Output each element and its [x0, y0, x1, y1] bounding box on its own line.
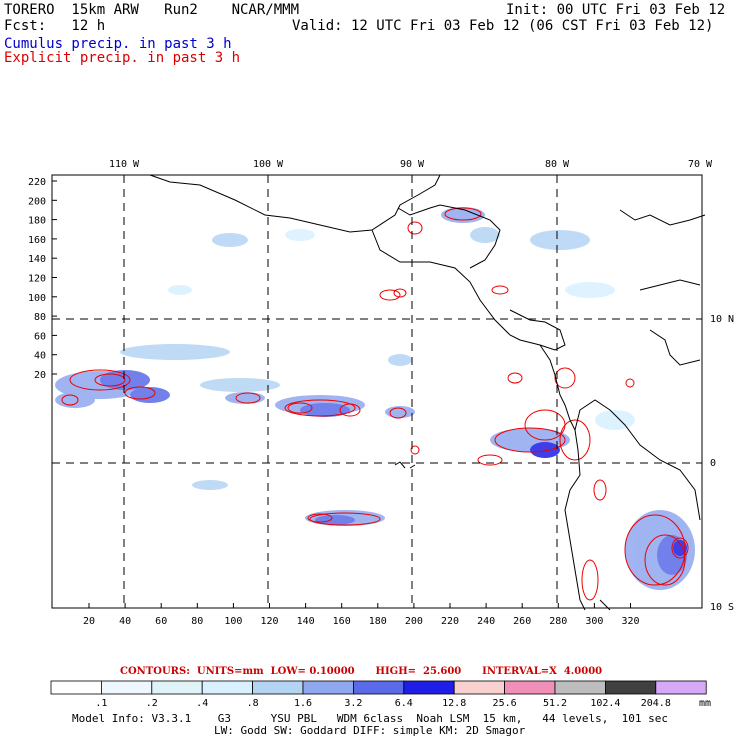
- model-info: Model Info: V3.3.1 G3 YSU PBL WDM 6class…: [72, 712, 669, 725]
- left-grid-label: 180: [28, 216, 46, 227]
- top-lon-label: 100 W: [253, 159, 284, 170]
- colorbar-swatch: [403, 680, 455, 695]
- colorbar-label: 102.4: [590, 698, 620, 709]
- left-grid-label: 40: [34, 351, 46, 362]
- left-grid-labels: 220 200 180 160 140 120 100 80 60 40 20: [28, 177, 46, 381]
- left-grid-label: 80: [34, 312, 46, 323]
- top-lon-label: 80 W: [545, 159, 570, 170]
- bottom-grid-label: 200: [405, 616, 423, 627]
- latlon-grid: [52, 175, 702, 608]
- left-grid-label: 60: [34, 331, 46, 342]
- explicit-contours: [61, 207, 689, 601]
- left-grid-label: 140: [28, 254, 46, 265]
- colorbar-label: .1: [95, 698, 107, 709]
- right-latitude-labels: 10 N 0 10 S: [710, 314, 734, 613]
- colorbar-label: .2: [146, 698, 158, 709]
- colorbar-swatch: [655, 680, 707, 695]
- bottom-grid-label: 80: [191, 616, 203, 627]
- right-lat-label: 0: [710, 458, 716, 469]
- colorbar-swatch: [101, 680, 153, 695]
- colorbar-label: 12.8: [442, 698, 466, 709]
- colorbar-label: .4: [196, 698, 208, 709]
- colorbar-swatch: [151, 680, 203, 695]
- top-longitude-labels: 110 W 100 W 90 W 80 W 70 W: [109, 159, 713, 170]
- colorbar-swatch: [302, 680, 354, 695]
- bottom-grid-label: 220: [441, 616, 459, 627]
- colorbar-label: 51.2: [543, 698, 567, 709]
- bottom-grid-label: 120: [260, 616, 278, 627]
- init-time: Init: 00 UTC Fri 03 Feb 12: [506, 2, 726, 18]
- bottom-grid-label: 40: [119, 616, 131, 627]
- colorbar-label: 25.6: [493, 698, 517, 709]
- bottom-grid-label: 320: [621, 616, 639, 627]
- bottom-grid-label: 160: [333, 616, 351, 627]
- legend-explicit: Explicit precip. in past 3 h: [4, 50, 241, 66]
- map-frame: [51, 174, 703, 609]
- colorbar-swatch: [50, 680, 102, 695]
- colorbar-swatch: [554, 680, 606, 695]
- left-grid-label: 100: [28, 293, 46, 304]
- valid-time: Valid: 12 UTC Fri 03 Feb 12 (06 CST Fri …: [292, 18, 714, 34]
- bottom-grid-label: 140: [297, 616, 315, 627]
- left-grid-label: 200: [28, 196, 46, 207]
- colorbar-label: 6.4: [395, 698, 413, 709]
- colorbar-swatch: [453, 680, 506, 695]
- colorbar-swatch: [352, 680, 405, 695]
- bottom-grid-label: 60: [155, 616, 167, 627]
- top-lon-label: 90 W: [400, 159, 425, 170]
- left-grid-label: 20: [34, 370, 46, 381]
- forecast-hour: Fcst: 12 h: [4, 18, 106, 34]
- cumulus-shading: [55, 207, 695, 590]
- axis-ticks: [52, 180, 631, 608]
- colorbar-unit: mm: [699, 698, 711, 709]
- bottom-grid-labels: 20 40 60 80 100 120 140 160 180 200 220 240 260 280 30…: [83, 616, 640, 627]
- left-grid-label: 220: [28, 177, 46, 188]
- colorbar-label: 204.8: [641, 698, 671, 709]
- colorbar-swatch: [504, 680, 556, 695]
- left-grid-label: 120: [28, 274, 46, 285]
- bottom-grid-label: 20: [83, 616, 95, 627]
- right-lat-label: 10 S: [710, 602, 734, 613]
- bottom-grid-label: 280: [549, 616, 567, 627]
- left-grid-label: 160: [28, 235, 46, 246]
- colorbar-swatch: [605, 680, 657, 695]
- bottom-grid-label: 300: [585, 616, 603, 627]
- colorbar-swatch: [201, 680, 253, 695]
- colorbar-label: 3.2: [344, 698, 362, 709]
- contour-info: CONTOURS: UNITS=mm LOW= 0.10000 HIGH= 25…: [120, 666, 603, 677]
- physics-info: LW: Godd SW: Goddard DIFF: simple KM: 2D…: [214, 724, 526, 737]
- legend-cumulus: Cumulus precip. in past 3 h: [4, 36, 232, 52]
- colorbar-label: .8: [247, 698, 259, 709]
- colorbar: .1 .2 .4 .8 1.6 3.2 6.4 12.8 25.6 51.2 102.4 204.8 m…: [50, 680, 711, 709]
- bottom-grid-label: 240: [477, 616, 495, 627]
- bottom-grid-label: 180: [369, 616, 387, 627]
- colorbar-swatch: [252, 680, 304, 695]
- right-lat-label: 10 N: [710, 314, 734, 325]
- top-lon-label: 110 W: [109, 159, 140, 170]
- model-title: TORERO 15km ARW Run2 NCAR/MMM: [4, 2, 300, 18]
- bottom-grid-label: 260: [513, 616, 531, 627]
- top-lon-label: 70 W: [688, 159, 713, 170]
- bottom-grid-label: 100: [224, 616, 242, 627]
- colorbar-label: 1.6: [294, 698, 312, 709]
